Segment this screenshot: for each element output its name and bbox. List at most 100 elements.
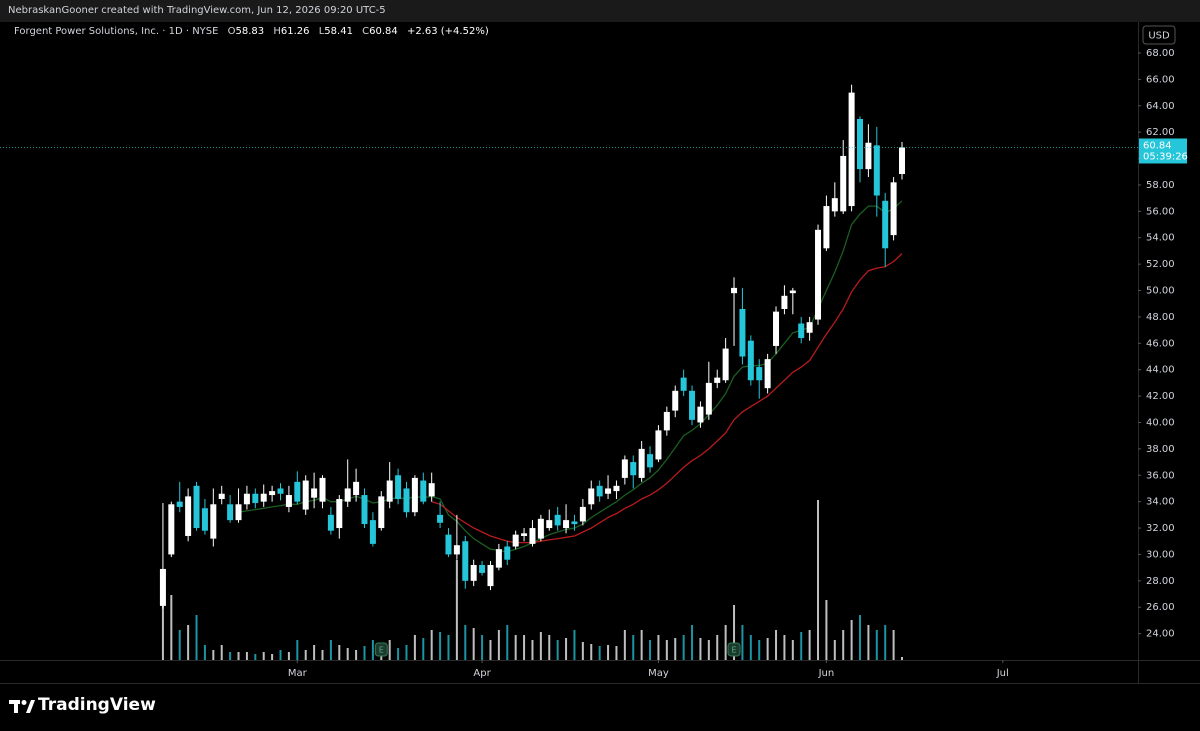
- volume-bar: [178, 630, 181, 660]
- logo-icon: [9, 700, 35, 713]
- volume-bar: [758, 640, 761, 660]
- volume-bar: [187, 625, 190, 660]
- volume-bar: [573, 630, 576, 660]
- volume-bar: [800, 632, 803, 660]
- volume-bar: [405, 645, 408, 660]
- candle-body: [302, 480, 309, 510]
- y-tick-label: 40.00: [1146, 417, 1175, 428]
- volume-bar: [791, 640, 794, 660]
- volume-bar: [783, 635, 786, 660]
- x-tick-label: Mar: [288, 668, 308, 679]
- candle-body: [857, 118, 864, 170]
- candle-body: [722, 348, 729, 381]
- volume-bar: [287, 652, 290, 660]
- candle-body: [159, 568, 166, 606]
- volume-bar: [682, 635, 685, 660]
- candle-body: [235, 504, 242, 521]
- candle-body: [815, 229, 822, 320]
- candle-body: [529, 528, 536, 544]
- candle-body: [243, 493, 250, 505]
- y-tick-label: 58.00: [1146, 180, 1175, 191]
- candle-body: [319, 477, 326, 502]
- candle-body: [353, 481, 360, 496]
- volume-bar: [338, 645, 341, 660]
- candle-body: [487, 564, 494, 587]
- candle-body: [672, 390, 679, 411]
- candle-body: [705, 382, 712, 415]
- candle-body: [294, 481, 301, 502]
- x-tick-label: Apr: [473, 668, 491, 679]
- volume-bar: [195, 615, 198, 660]
- candle-body: [890, 182, 897, 236]
- candle-body: [714, 377, 721, 383]
- candle-body: [168, 504, 175, 555]
- candle-body: [344, 488, 351, 502]
- event-marker: [374, 642, 388, 657]
- last-price-label: 60.84: [1143, 140, 1172, 151]
- candle-body: [185, 496, 192, 536]
- candle-body: [479, 564, 486, 573]
- candle-body: [764, 359, 771, 389]
- volume-bar: [556, 640, 559, 660]
- volume-bar: [741, 625, 744, 660]
- x-tick-label: May: [648, 668, 669, 679]
- volume-bar: [867, 625, 870, 660]
- candle-body: [697, 406, 704, 423]
- legend: Forgent Power Solutions, Inc. · 1D · NYS…: [14, 26, 489, 37]
- event-marker: [727, 642, 741, 657]
- currency-box[interactable]: [1142, 25, 1176, 45]
- volume-bar: [489, 640, 492, 660]
- event-label: E: [731, 646, 736, 655]
- candle-body: [789, 290, 796, 294]
- volume-bar: [363, 646, 366, 660]
- change: +2.63: [406, 26, 438, 37]
- volume-bar: [271, 654, 274, 660]
- volume-bar: [640, 630, 643, 660]
- volume-bar: [296, 640, 299, 660]
- candle-body: [277, 488, 284, 494]
- volume-bar: [329, 640, 332, 660]
- candle-body: [437, 514, 444, 523]
- event-label: E: [379, 646, 384, 655]
- volume-bar: [422, 638, 425, 660]
- candle-body: [840, 155, 847, 212]
- y-tick-label: 24.00: [1146, 629, 1175, 640]
- candle-body: [806, 322, 813, 333]
- candle-body: [798, 323, 805, 339]
- volume-bar: [775, 630, 778, 660]
- volume-bar: [455, 560, 458, 660]
- y-tick-label: 54.00: [1146, 233, 1175, 244]
- volume-bar: [304, 650, 307, 660]
- candle-body: [638, 448, 645, 478]
- candle-body: [831, 198, 838, 212]
- volume-bar: [514, 635, 517, 660]
- c-value: 60.84: [369, 26, 398, 37]
- y-tick-label: 44.00: [1146, 365, 1175, 376]
- volume-bar: [623, 630, 626, 660]
- volume-bar: [598, 646, 601, 660]
- candle-body: [411, 477, 418, 513]
- y-tick-label: 46.00: [1146, 338, 1175, 349]
- candle-body: [462, 541, 469, 581]
- candle-body: [445, 534, 452, 555]
- volume-bar: [699, 638, 702, 660]
- candle-body: [386, 480, 393, 502]
- volume-bar: [607, 645, 610, 660]
- x-tick-label: Jul: [996, 668, 1009, 679]
- volume-bar: [262, 652, 265, 660]
- plot: [159, 84, 906, 660]
- l-label: L: [318, 26, 325, 37]
- candle-body: [403, 488, 410, 513]
- volume-bar: [615, 646, 618, 660]
- candle-body: [647, 454, 654, 468]
- candle-body: [210, 504, 217, 539]
- volume-bar: [447, 635, 450, 660]
- candle-body: [588, 488, 595, 505]
- y-tick-label: 32.00: [1146, 523, 1175, 534]
- y-tick-label: 48.00: [1146, 312, 1175, 323]
- volume-bar: [590, 644, 593, 660]
- candle-body: [361, 495, 368, 525]
- y-tick-label: 50.00: [1146, 286, 1175, 297]
- volume-bar: [355, 650, 358, 660]
